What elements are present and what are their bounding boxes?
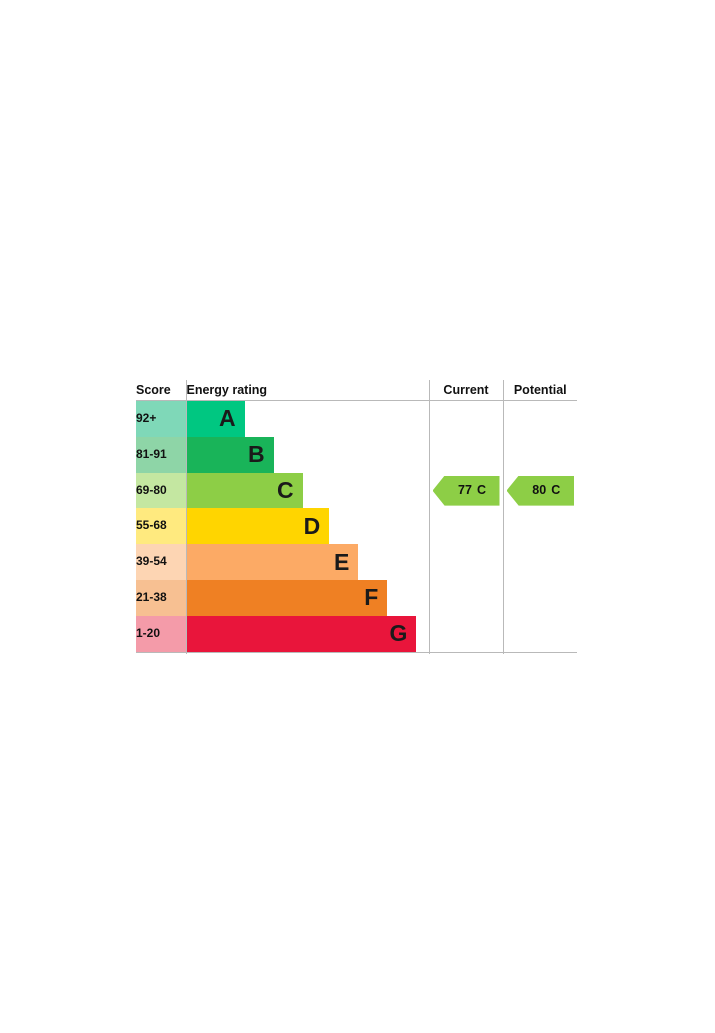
potential-rating-arrow: 80 C [506,475,574,506]
energy-band-row-f: 21-38 F [136,579,577,616]
energy-band-letter-g: G [389,620,408,647]
energy-band-bar-cell-e: E [185,544,429,580]
energy-band-letter-d: D [303,512,321,539]
current-cell-f [428,579,503,616]
energy-band-bar-f: F [186,579,388,616]
energy-band-letter-e: E [333,548,350,575]
energy-band-bar-cell-d: D [185,508,429,545]
epc-table: Score Energy rating Current Potential 92… [136,380,577,654]
energy-band-bar-c: C [186,472,303,509]
potential-cell-e [502,544,577,580]
energy-band-bar-cell-c: C [185,472,429,509]
current-cell-a [428,400,503,437]
score-range-a: 92+ [136,400,186,437]
potential-cell-f [502,579,577,616]
energy-band-bar-cell-a: A [185,400,429,437]
current-band-letter: C [476,483,486,498]
energy-band-row-g: 1-20 G [136,615,577,653]
header-cell-potential: Potential [502,380,577,401]
score-range-e: 39-54 [136,544,186,580]
epc-energy-rating-chart: Score Energy rating Current Potential 92… [136,380,577,654]
score-range-c: 69-80 [136,472,186,509]
energy-band-row-e: 39-54 E [136,544,577,580]
score-range-f: 21-38 [136,579,186,616]
energy-band-letter-b: B [247,441,265,468]
bottom-border-rating [185,651,429,654]
score-range-b: 81-91 [136,436,186,473]
potential-score-value: 80 [532,483,547,498]
energy-band-row-b: 81-91 B [136,436,577,473]
header-label-current: Current [443,383,489,397]
current-rating-arrow: 77 C [432,475,500,506]
header-label-energy-rating: Energy rating [186,383,268,397]
current-arrow-label: 77 C [458,484,486,497]
energy-band-bar-cell-f: F [185,579,429,616]
energy-band-row-c: 69-80 C 77 C 80 C [136,472,577,509]
bottom-border-current [428,651,503,654]
score-range-g: 1-20 [136,615,186,653]
energy-band-letter-f: F [364,584,379,611]
potential-arrow-shape: 80 C [506,475,574,506]
table-bottom-border [136,651,577,654]
potential-band-letter: C [551,483,561,498]
energy-band-bar-cell-g: G [185,615,429,653]
potential-cell-c: 80 C [502,472,577,509]
current-cell-b [428,436,503,473]
header-cell-score: Score [136,380,186,401]
energy-band-bar-a: A [186,401,245,437]
energy-band-bar-g: G [186,615,417,652]
header-cell-energy-rating: Energy rating [185,380,429,401]
energy-band-row-a: 92+ A [136,400,577,437]
current-cell-c: 77 C [428,472,503,509]
potential-cell-b [502,436,577,473]
energy-band-letter-c: C [277,476,294,503]
energy-band-bar-d: D [186,508,330,545]
energy-band-bar-e: E [186,544,359,580]
bottom-border-potential [502,651,577,654]
score-range-d: 55-68 [136,508,186,545]
current-arrow-shape: 77 C [432,475,500,506]
potential-cell-a [502,400,577,437]
energy-band-letter-a: A [218,405,236,432]
header-cell-current: Current [428,380,503,401]
header-label-potential: Potential [513,383,567,397]
current-cell-e [428,544,503,580]
potential-cell-g [502,615,577,653]
potential-cell-d [502,508,577,545]
bottom-border-score [136,651,186,654]
current-cell-g [428,615,503,653]
header-label-score: Score [136,383,171,397]
current-cell-d [428,508,503,545]
energy-band-row-d: 55-68 D [136,508,577,545]
energy-band-bar-b: B [186,436,274,473]
table-header-row: Score Energy rating Current Potential [136,380,577,401]
potential-arrow-label: 80 C [532,484,560,497]
current-score-value: 77 [458,483,472,498]
energy-band-bar-cell-b: B [185,436,429,473]
